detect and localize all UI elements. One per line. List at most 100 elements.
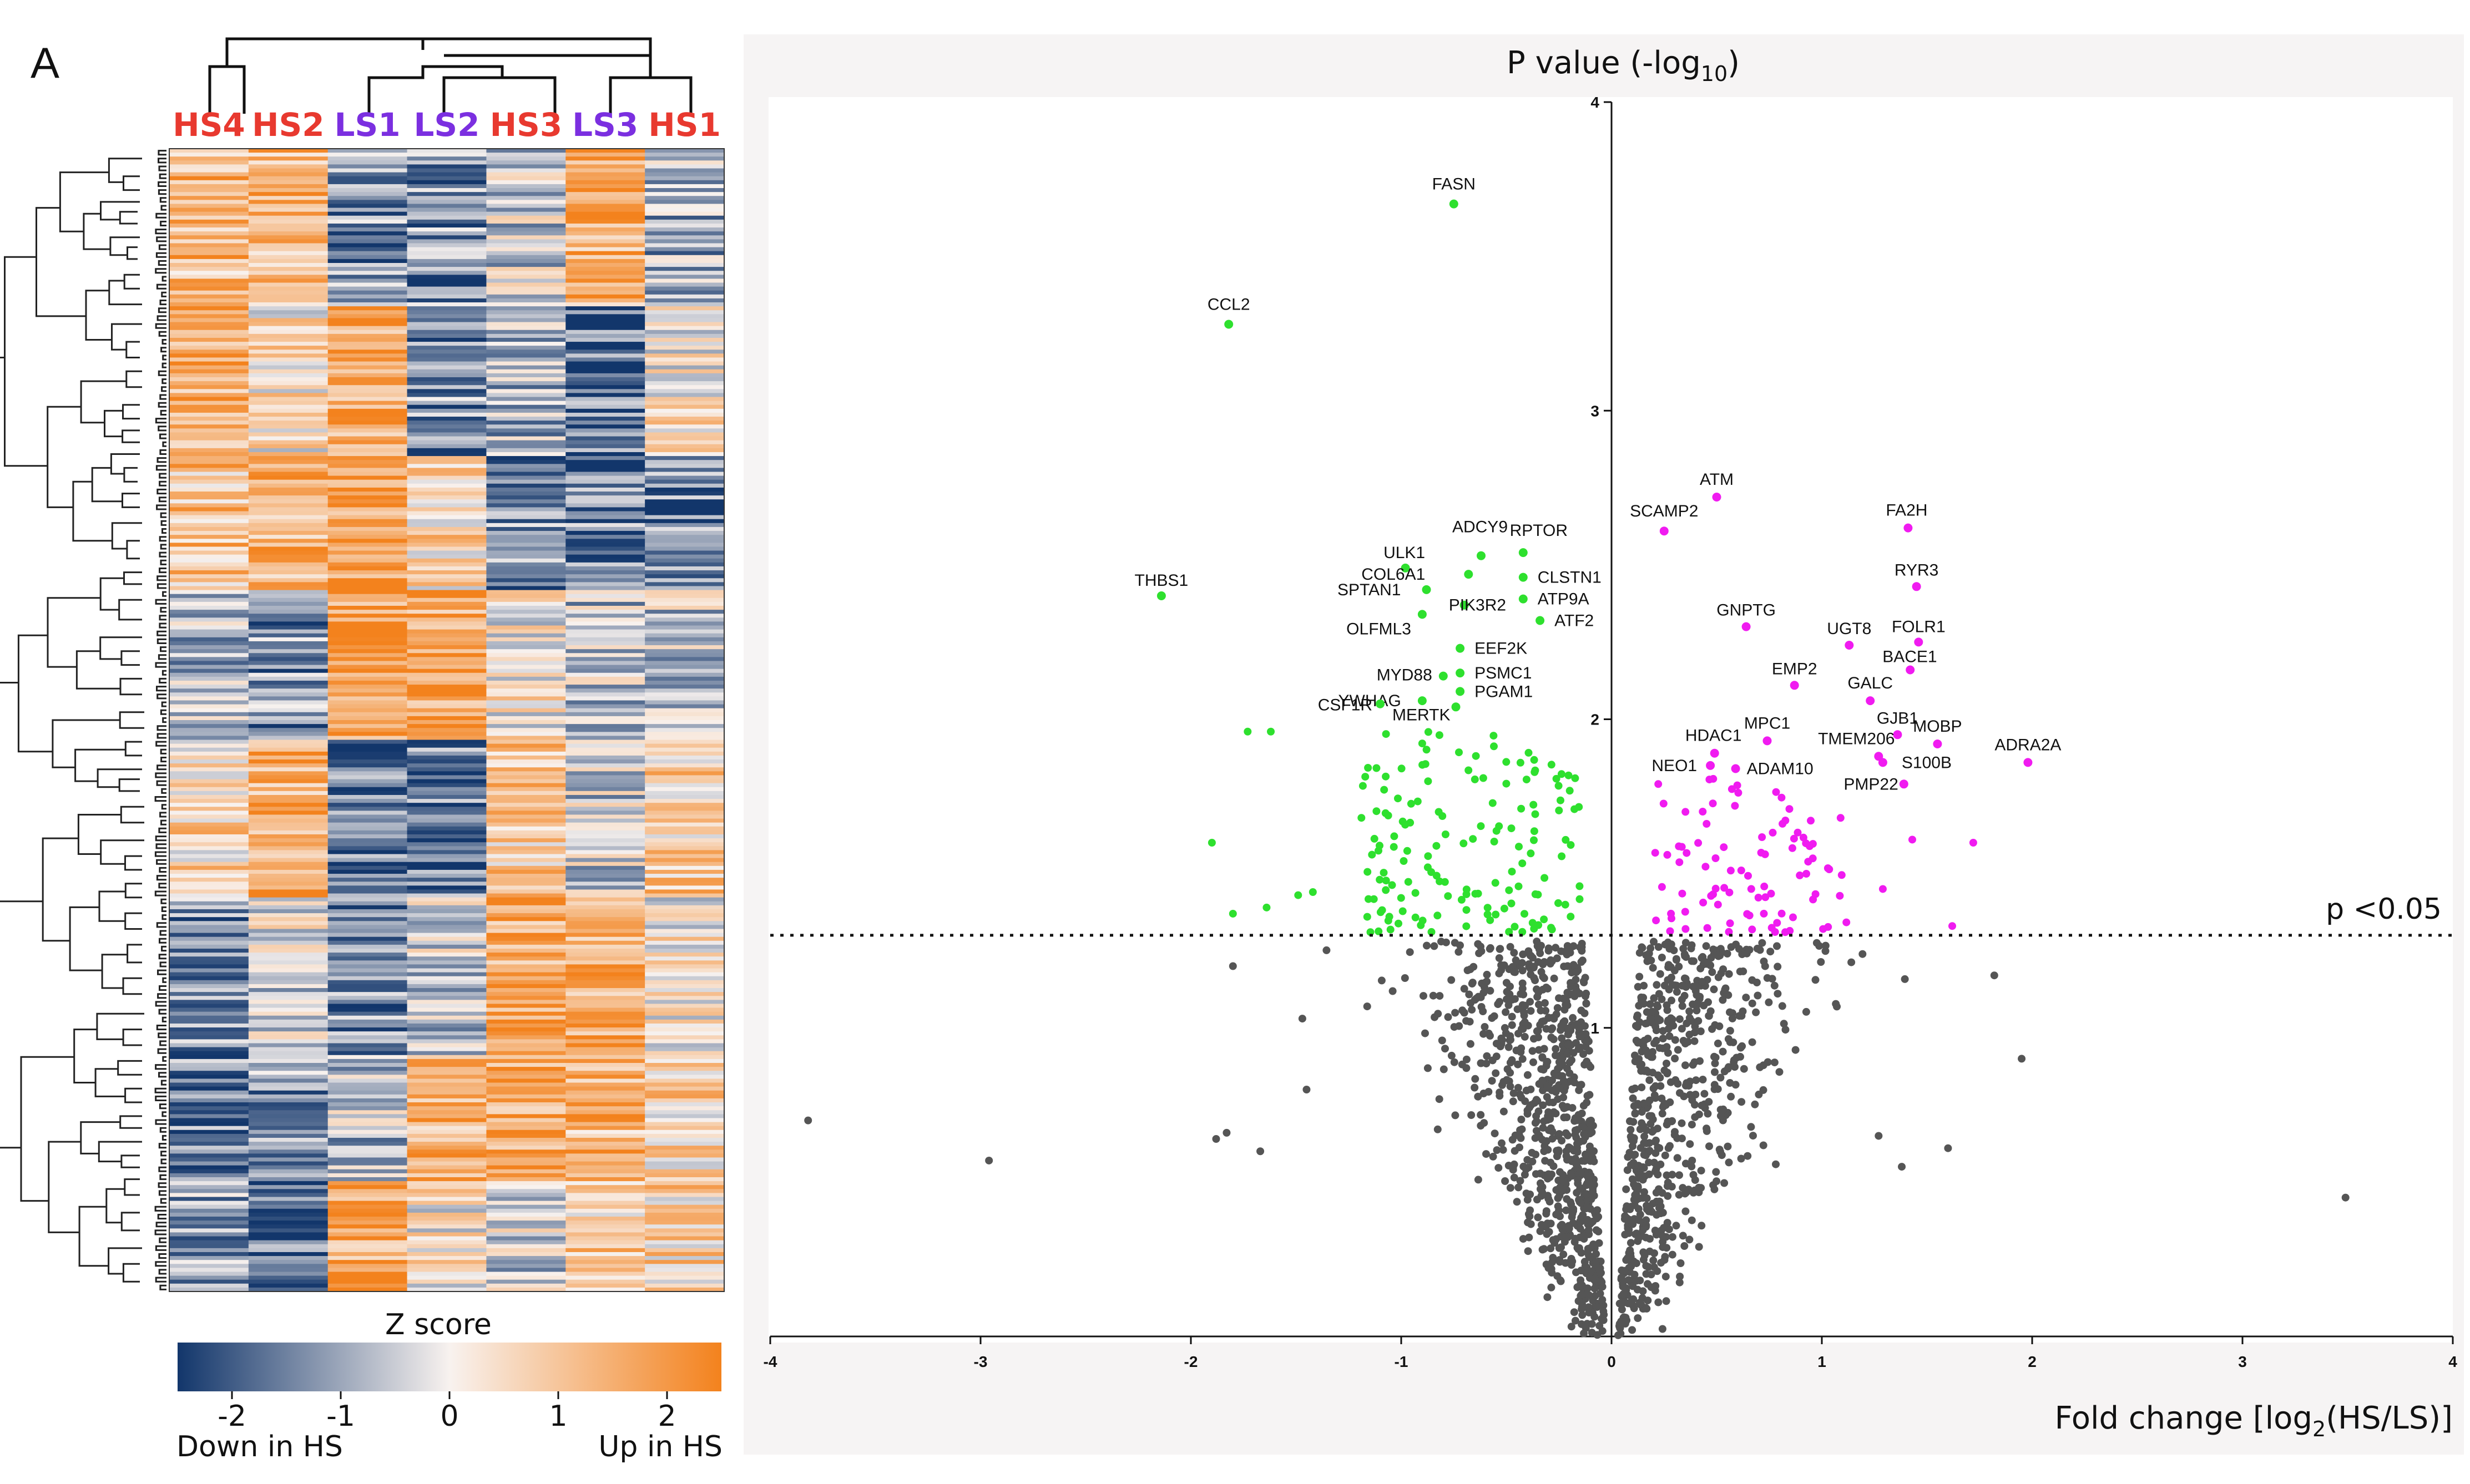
sig-up-point (1659, 799, 1668, 808)
heatmap-cell (248, 1031, 329, 1036)
heatmap-cell (327, 535, 408, 539)
heatmap-cell (565, 1272, 645, 1277)
heatmap-cell (248, 275, 329, 280)
nonsig-point (1727, 943, 1735, 951)
heatmap-cell (169, 668, 249, 673)
heatmap-cell (248, 610, 329, 614)
heatmap-cell (248, 960, 329, 965)
nonsig-point (1508, 1136, 1517, 1144)
nonsig-point (1735, 945, 1743, 953)
heatmap-cell (327, 704, 408, 709)
sig-down-point (1527, 849, 1535, 858)
heatmap-cell (169, 475, 249, 480)
sig-up-point (1731, 802, 1739, 810)
nonsig-point (1572, 1160, 1580, 1168)
heatmap-cell (327, 369, 408, 374)
heatmap-cell (248, 614, 329, 618)
heatmap-cell (486, 988, 566, 992)
heatmap-cell (645, 1047, 725, 1052)
heatmap-cell (327, 803, 408, 807)
heatmap-cell (645, 223, 725, 228)
heatmap-cell (327, 1055, 408, 1060)
heatmap-cell (565, 953, 645, 957)
heatmap-cell (565, 479, 645, 484)
sig-down-point (1505, 928, 1513, 936)
heatmap-cell (169, 1149, 249, 1154)
heatmap-cell (169, 401, 249, 406)
heatmap-cell (407, 1248, 487, 1253)
nonsig-point (1501, 1177, 1509, 1185)
nonsig-point (1671, 1036, 1679, 1044)
sig-down-point (1564, 771, 1573, 779)
heatmap-cell (486, 1157, 566, 1162)
heatmap-cell (327, 428, 408, 433)
nonsig-point (1688, 1216, 1696, 1224)
sig-down-point (1413, 797, 1422, 806)
heatmap-cell (565, 637, 645, 642)
heatmap-cell (645, 558, 725, 563)
heatmap-cell (486, 696, 566, 701)
heatmap-cell (169, 1197, 249, 1202)
heatmap-cell (327, 267, 408, 271)
heatmap-cell (565, 708, 645, 713)
heatmap-cell (169, 854, 249, 859)
heatmap-cell (327, 949, 408, 953)
nonsig-point (1736, 1052, 1744, 1061)
heatmap-cell (169, 1232, 249, 1237)
heatmap-cell (645, 204, 725, 209)
nonsig-point (1698, 977, 1706, 986)
heatmap-cell (248, 1130, 329, 1134)
heatmap-cell (169, 1193, 249, 1198)
heatmap-cell (486, 404, 566, 409)
sig-up-point (1773, 919, 1781, 927)
nonsig-point (1528, 1047, 1537, 1055)
heatmap-cell (327, 393, 408, 398)
heatmap-cell (248, 676, 329, 681)
gene-point-pik3r2 (1459, 600, 1469, 610)
heatmap-cell (407, 743, 487, 748)
heatmap-cell (327, 1228, 408, 1233)
heatmap-cell (645, 869, 725, 874)
nonsig-point (1483, 970, 1491, 979)
heatmap-cell (645, 507, 725, 512)
heatmap-cell (169, 657, 249, 662)
heatmap-cell (248, 1126, 329, 1131)
heatmap-cell (486, 424, 566, 429)
heatmap-cell (327, 964, 408, 969)
heatmap-cell (407, 1240, 487, 1245)
heatmap-cell (169, 885, 249, 890)
heatmap-cell (565, 1015, 645, 1020)
heatmap-cell (327, 539, 408, 543)
heatmap-cell (565, 649, 645, 654)
heatmap-cell (169, 389, 249, 394)
heatmap-cell (565, 440, 645, 445)
heatmap-cell (248, 944, 329, 949)
sig-down-point (1517, 804, 1526, 813)
heatmap-cell (407, 878, 487, 882)
heatmap-cell (486, 1217, 566, 1221)
heatmap-cell (327, 1015, 408, 1020)
heatmap-cell (169, 1055, 249, 1060)
heatmap-cell (169, 314, 249, 319)
heatmap-cell (565, 172, 645, 177)
nonsig-point (1534, 958, 1542, 966)
heatmap-cell (565, 342, 645, 346)
nonsig-point (1633, 1011, 1641, 1020)
heatmap-cell (169, 637, 249, 642)
nonsignificant-points (804, 938, 2350, 1339)
heatmap-cell (407, 428, 487, 433)
heatmap-cell (645, 1075, 725, 1080)
heatmap-cell (565, 629, 645, 634)
nonsig-point (1644, 1068, 1653, 1076)
heatmap-cell (248, 1051, 329, 1056)
heatmap-cell (248, 743, 329, 748)
sig-down-point (1411, 913, 1420, 921)
nonsig-point (1708, 968, 1716, 976)
heatmap-cell (327, 933, 408, 938)
heatmap-cell (169, 933, 249, 938)
heatmap-cell (248, 1283, 329, 1288)
heatmap-cell (248, 1122, 329, 1127)
heatmap-cell (565, 1063, 645, 1067)
heatmap-cell (327, 519, 408, 524)
heatmap-cell (169, 472, 249, 477)
